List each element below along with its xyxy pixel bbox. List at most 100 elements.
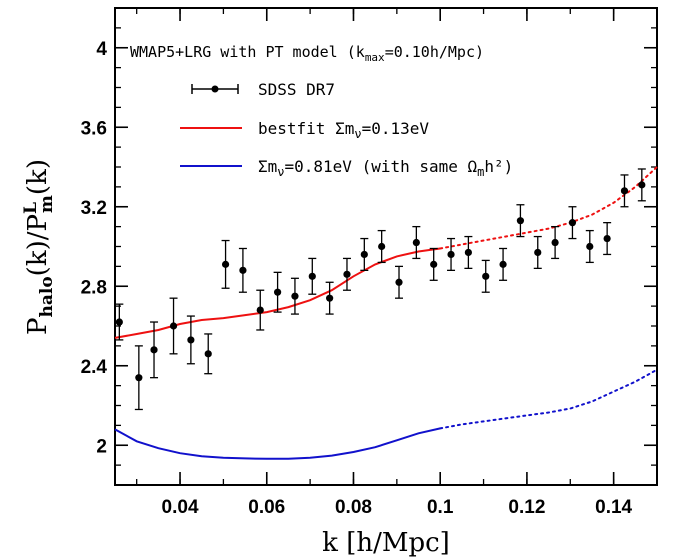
y-axis-label-group: Phalo(k)/PLm(k) (21, 159, 57, 335)
y-axis-label: Phalo(k)/PLm(k) (21, 159, 57, 335)
chart-title-main: WMAP5+LRG with PT model (k (130, 43, 365, 61)
data-point (308, 257, 317, 295)
point-marker (360, 250, 368, 259)
point-marker (464, 248, 472, 257)
data-point (377, 229, 386, 264)
point-marker (256, 306, 264, 314)
legend-heavy-c: h²) (484, 157, 513, 176)
point-marker (482, 272, 490, 280)
axis-ticks: 0.04 0.06 0.08 0.1 0.12 0.14 2 2.4 2.8 3.2 3.6 4 (81, 8, 658, 518)
legend-item-sdss: SDSS DR7 (191, 80, 335, 99)
point-marker (291, 292, 299, 300)
data-point (412, 225, 421, 260)
x-tick-label: 0.14 (595, 497, 632, 518)
data-point (256, 289, 265, 331)
data-point (273, 271, 282, 313)
x-tick-label: 0.06 (248, 497, 285, 518)
legend-bestfit-b: =0.13eV (362, 119, 430, 138)
y-tick-label: 2.4 (81, 357, 108, 378)
dotted-curve-2 (439, 166, 658, 250)
data-points (115, 168, 646, 411)
legend-sdss-marker (211, 85, 219, 93)
legend: SDSS DR7 bestfit Σmν=0.13eV Σmν=0.81eV (… (180, 80, 513, 179)
data-point (204, 333, 213, 375)
data-point (221, 239, 230, 289)
data-point (238, 247, 247, 293)
data-point (134, 345, 143, 411)
y-tick-label: 2.8 (81, 277, 107, 298)
data-point (620, 174, 629, 208)
legend-sdss-label: SDSS DR7 (258, 80, 335, 99)
point-marker (516, 217, 525, 225)
point-marker (551, 238, 559, 247)
point-marker (221, 260, 230, 268)
data-point (115, 303, 124, 341)
data-point (568, 206, 577, 240)
data-point (585, 229, 594, 264)
ylabel-p2: (k)/P (23, 214, 53, 276)
legend-bestfit-sub: ν (354, 127, 361, 141)
point-marker (308, 272, 316, 280)
data-point (447, 237, 456, 272)
data-point (603, 221, 612, 256)
data-point (637, 168, 646, 202)
y-tick-label: 3.2 (81, 198, 107, 219)
point-marker (204, 350, 212, 358)
x-tick-label: 0.1 (427, 497, 454, 518)
legend-heavy-sub: ν (277, 165, 284, 179)
point-marker (378, 242, 386, 251)
data-point (533, 235, 542, 270)
legend-item-bestfit: bestfit Σmν=0.13eV (180, 119, 429, 141)
point-marker (135, 374, 143, 382)
point-marker (638, 181, 646, 189)
data-point (395, 265, 404, 299)
point-marker (326, 294, 334, 302)
ylabel-s1: halo (37, 276, 57, 317)
point-marker (620, 187, 629, 195)
data-point (429, 247, 438, 281)
x-axis-label: k [h/Mpc] (322, 528, 450, 558)
curve-3 (114, 427, 441, 460)
point-marker (499, 260, 507, 268)
point-marker (239, 266, 247, 274)
y-tick-label: 3.6 (81, 118, 107, 139)
chart-title-sub: max (365, 51, 385, 64)
ylabel-p1: P (23, 317, 53, 335)
y-tick-label: 4 (96, 39, 107, 60)
dotted-curve-4 (439, 368, 658, 430)
legend-heavy-sub2: m (477, 165, 484, 179)
chart-title-rest: =0.10h/Mpc) (385, 43, 484, 61)
point-marker (169, 322, 178, 330)
data-point (464, 235, 473, 270)
point-marker (115, 318, 123, 326)
y-tick-label: 2 (96, 436, 107, 457)
data-point (342, 257, 351, 291)
ylabel-sub2: m (37, 195, 57, 213)
legend-heavy-a: Σm (258, 157, 277, 176)
data-point (360, 237, 369, 272)
data-point (551, 225, 560, 260)
plot-frame (114, 7, 658, 486)
x-tick-label: 0.04 (162, 497, 199, 518)
data-point (150, 321, 159, 379)
data-point (499, 247, 508, 281)
point-marker (150, 346, 158, 354)
point-marker (274, 288, 282, 296)
data-point (325, 281, 334, 315)
ylabel-p3: (k) (23, 159, 53, 195)
curves (114, 166, 658, 460)
ylabel-sup2: L (21, 202, 41, 214)
point-marker (395, 278, 403, 286)
point-marker (586, 242, 594, 251)
point-marker (534, 248, 542, 257)
data-point (516, 204, 525, 238)
point-marker (568, 219, 577, 227)
data-point (481, 259, 490, 293)
point-marker (447, 250, 455, 259)
legend-heavy-label: Σmν=0.81eV (with same Ωmh²) (258, 157, 513, 179)
data-point (186, 315, 195, 365)
legend-item-heavy: Σmν=0.81eV (with same Ωmh²) (180, 157, 513, 179)
data-point (169, 297, 178, 355)
data-point (290, 277, 299, 315)
